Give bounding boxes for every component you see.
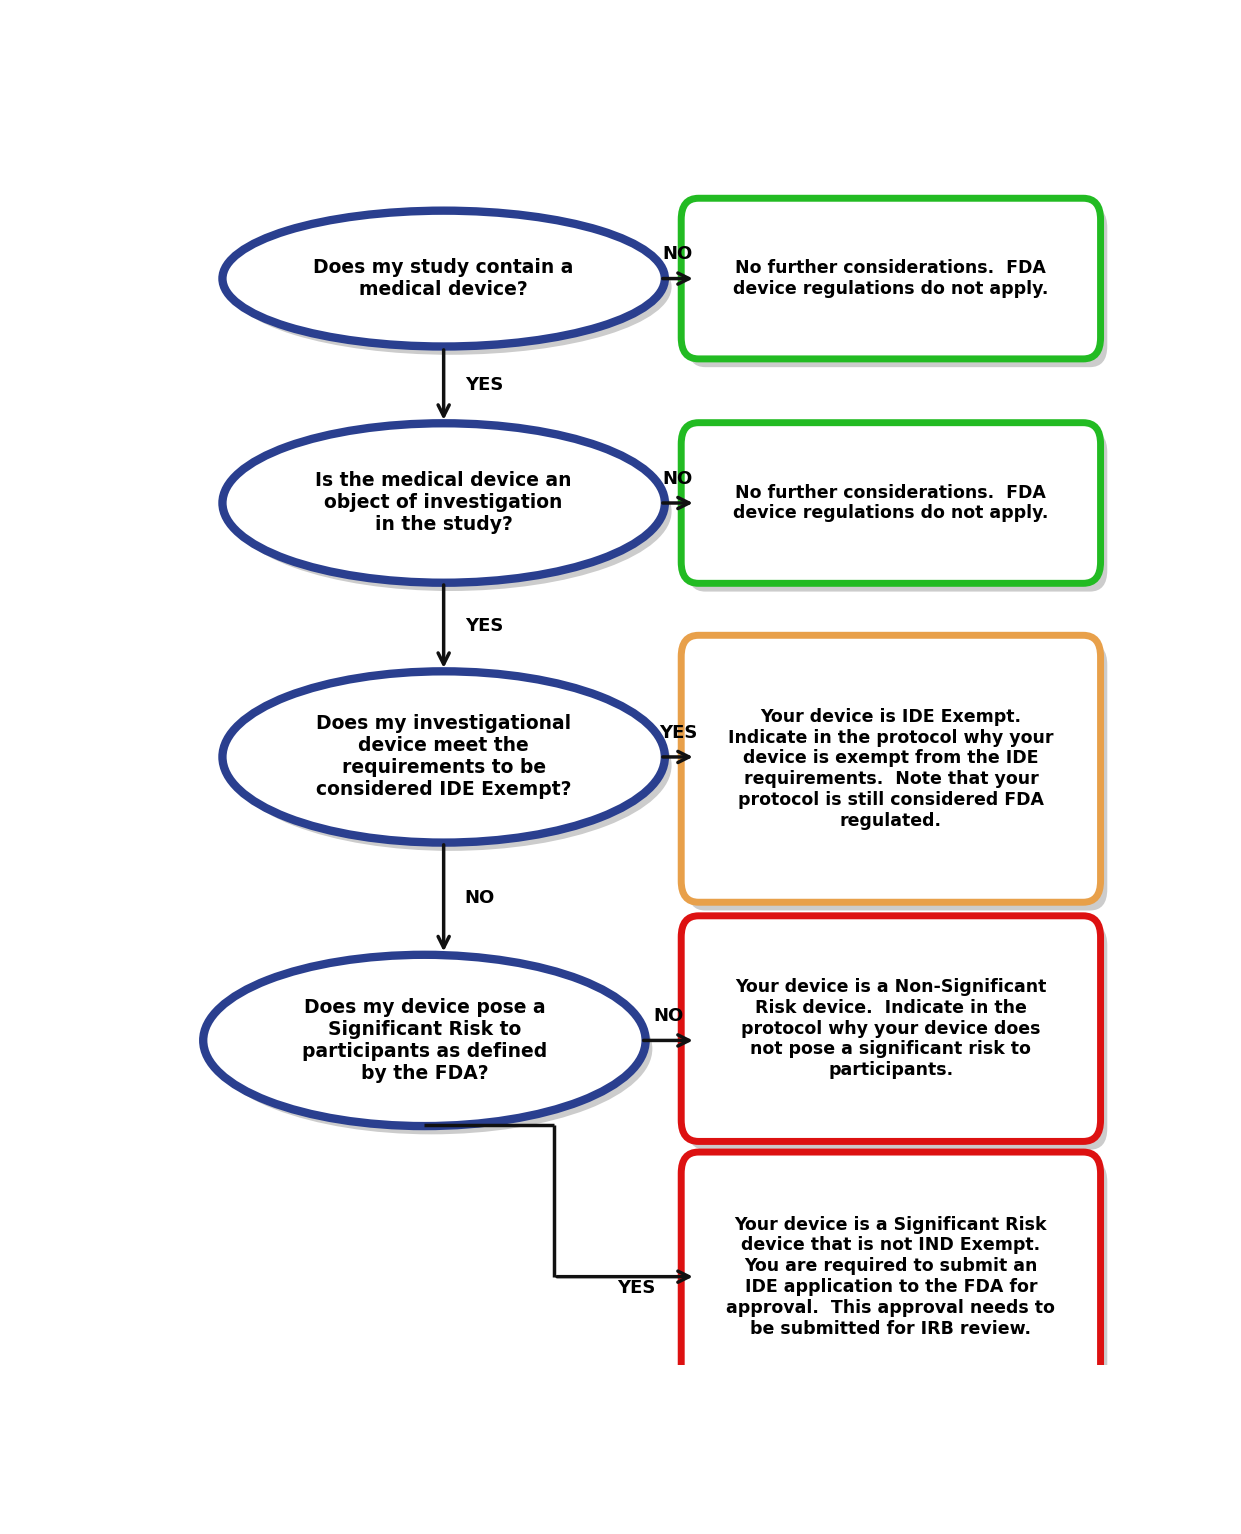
Text: NO: NO — [663, 469, 692, 488]
Ellipse shape — [230, 680, 671, 851]
Text: Does my device pose a
Significant Risk to
participants as defined
by the FDA?: Does my device pose a Significant Risk t… — [302, 999, 547, 1083]
Ellipse shape — [230, 431, 671, 591]
FancyBboxPatch shape — [681, 916, 1101, 1141]
FancyBboxPatch shape — [688, 207, 1107, 367]
Text: Is the medical device an
object of investigation
in the study?: Is the medical device an object of inves… — [315, 471, 572, 534]
FancyBboxPatch shape — [681, 1152, 1101, 1401]
Text: YES: YES — [659, 724, 697, 741]
Ellipse shape — [222, 672, 665, 842]
Ellipse shape — [210, 963, 653, 1134]
Text: Does my investigational
device meet the
requirements to be
considered IDE Exempt: Does my investigational device meet the … — [316, 715, 571, 799]
FancyBboxPatch shape — [681, 198, 1101, 359]
FancyBboxPatch shape — [688, 923, 1107, 1149]
Text: NO: NO — [663, 245, 692, 264]
Ellipse shape — [222, 423, 665, 583]
Text: YES: YES — [617, 1279, 655, 1296]
FancyBboxPatch shape — [688, 431, 1107, 592]
FancyBboxPatch shape — [688, 1160, 1107, 1410]
Text: Does my study contain a
medical device?: Does my study contain a medical device? — [314, 258, 573, 299]
Ellipse shape — [204, 954, 645, 1126]
Text: No further considerations.  FDA
device regulations do not apply.: No further considerations. FDA device re… — [733, 259, 1049, 298]
Text: Your device is IDE Exempt.
Indicate in the protocol why your
device is exempt fr: Your device is IDE Exempt. Indicate in t… — [728, 707, 1054, 830]
Ellipse shape — [222, 210, 665, 347]
FancyBboxPatch shape — [681, 635, 1101, 902]
Text: No further considerations.  FDA
device regulations do not apply.: No further considerations. FDA device re… — [733, 483, 1049, 523]
Ellipse shape — [230, 219, 671, 354]
Text: Your device is a Non-Significant
Risk device.  Indicate in the
protocol why your: Your device is a Non-Significant Risk de… — [735, 979, 1046, 1080]
Text: Your device is a Significant Risk
device that is not IND Exempt.
You are require: Your device is a Significant Risk device… — [726, 1215, 1055, 1338]
FancyBboxPatch shape — [681, 423, 1101, 583]
Text: YES: YES — [465, 376, 503, 394]
Text: NO: NO — [653, 1008, 684, 1025]
FancyBboxPatch shape — [688, 644, 1107, 911]
Text: NO: NO — [465, 890, 495, 907]
Text: YES: YES — [465, 617, 503, 635]
